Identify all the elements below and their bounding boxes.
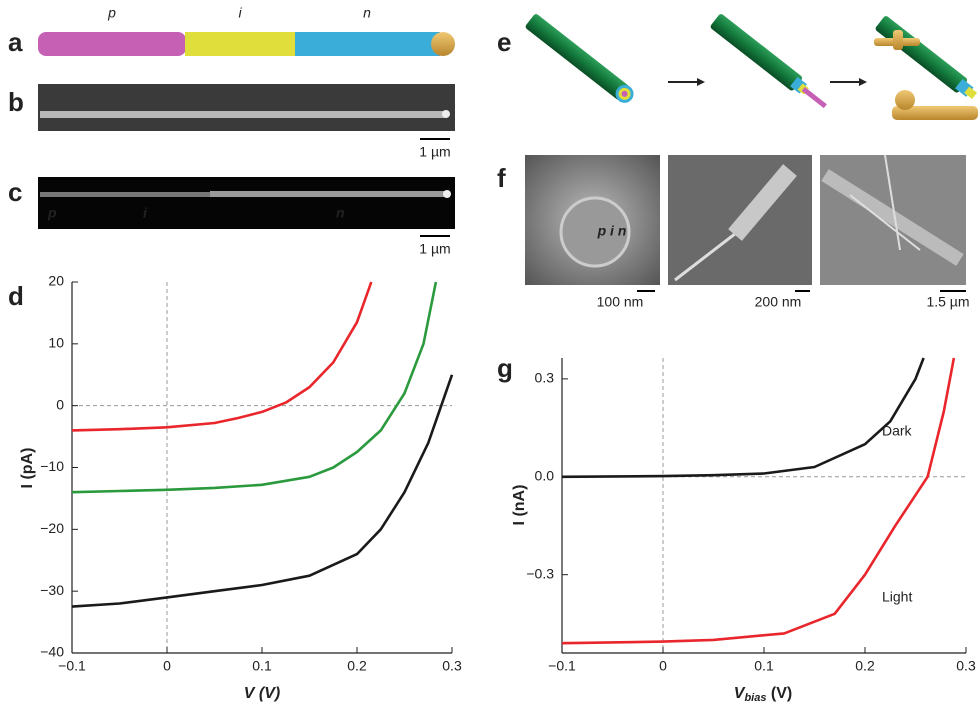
panel-letter: f <box>497 163 506 193</box>
sem-image <box>38 84 455 131</box>
y-axis-label: I (pA) <box>19 448 36 489</box>
series-label: Dark <box>882 423 913 439</box>
x-tick-label: 0 <box>659 658 667 674</box>
x-tick-label: 0.2 <box>347 658 367 674</box>
panel-letter: b <box>8 87 24 117</box>
y-tick-label: 0.3 <box>535 370 555 386</box>
nanowire-tip <box>442 110 450 118</box>
x-tick-label: 0.2 <box>855 658 875 674</box>
y-tick-label: −20 <box>40 520 64 536</box>
y-tick-label: 20 <box>48 273 64 289</box>
y-tick-label: 0.0 <box>535 467 555 483</box>
nanowire <box>849 194 921 251</box>
electrode <box>821 169 964 266</box>
nanowire-model <box>38 32 455 56</box>
y-tick-label: −0.3 <box>526 565 554 581</box>
shell <box>728 164 797 241</box>
scale-label: 1 µm <box>419 144 450 160</box>
x-axis-label: V (V) <box>244 685 280 702</box>
scale-label: 1 µm <box>419 241 450 257</box>
x-axis-label-main: V <box>734 685 746 702</box>
x-tick-label: −0.1 <box>548 658 576 674</box>
series-line <box>71 281 373 432</box>
y-tick-label: 0 <box>56 396 64 412</box>
series-line <box>561 357 956 645</box>
panel-letter: d <box>8 281 24 311</box>
y-tick-label: −40 <box>40 644 64 660</box>
series-label: Light <box>882 589 912 605</box>
cross-section <box>559 196 631 268</box>
y-tick-label: 10 <box>48 335 64 351</box>
segment-label: n <box>336 205 345 221</box>
segment-label: i <box>143 205 148 221</box>
segment-label: p <box>107 5 116 21</box>
x-axis-label-unit: (V) <box>766 685 792 702</box>
scale-label: 200 nm <box>755 294 802 310</box>
x-tick-label: 0.1 <box>252 658 272 674</box>
x-tick-label: 0 <box>163 658 171 674</box>
x-tick-label: 0.1 <box>754 658 774 674</box>
sem-image <box>38 177 455 229</box>
nanowire-tip <box>443 190 451 198</box>
series-line <box>71 374 454 608</box>
panel-letter: a <box>8 27 23 57</box>
segment-label: i <box>238 5 242 21</box>
scale-label: 1.5 µm <box>926 294 969 310</box>
y-tick-label: −30 <box>40 582 64 598</box>
x-tick-label: 0.3 <box>442 658 462 674</box>
x-tick-label: 0.3 <box>956 658 976 674</box>
x-axis-label-sub: bias <box>744 692 766 704</box>
x-tick-label: −0.1 <box>58 658 86 674</box>
y-tick-label: −10 <box>40 458 64 474</box>
series-line <box>561 357 925 479</box>
series-line <box>71 281 438 494</box>
nanowire <box>884 154 901 251</box>
x-axis-label-main: V (V) <box>244 685 280 702</box>
nanowire <box>210 191 446 197</box>
scale-label: 100 nm <box>597 294 644 310</box>
nanowire <box>40 111 446 118</box>
inset-label: p i n <box>597 223 627 239</box>
segment-label: p <box>47 205 57 221</box>
nanowire <box>674 228 741 282</box>
panel-letter: g <box>497 353 513 383</box>
panel-letter: e <box>497 27 511 57</box>
y-axis-label: I (nA) <box>511 485 528 526</box>
panel-letter: c <box>8 177 22 207</box>
x-axis-label: Vbias (V) <box>734 685 792 704</box>
fabrication-scheme <box>525 14 978 120</box>
segment-label: n <box>363 5 371 21</box>
